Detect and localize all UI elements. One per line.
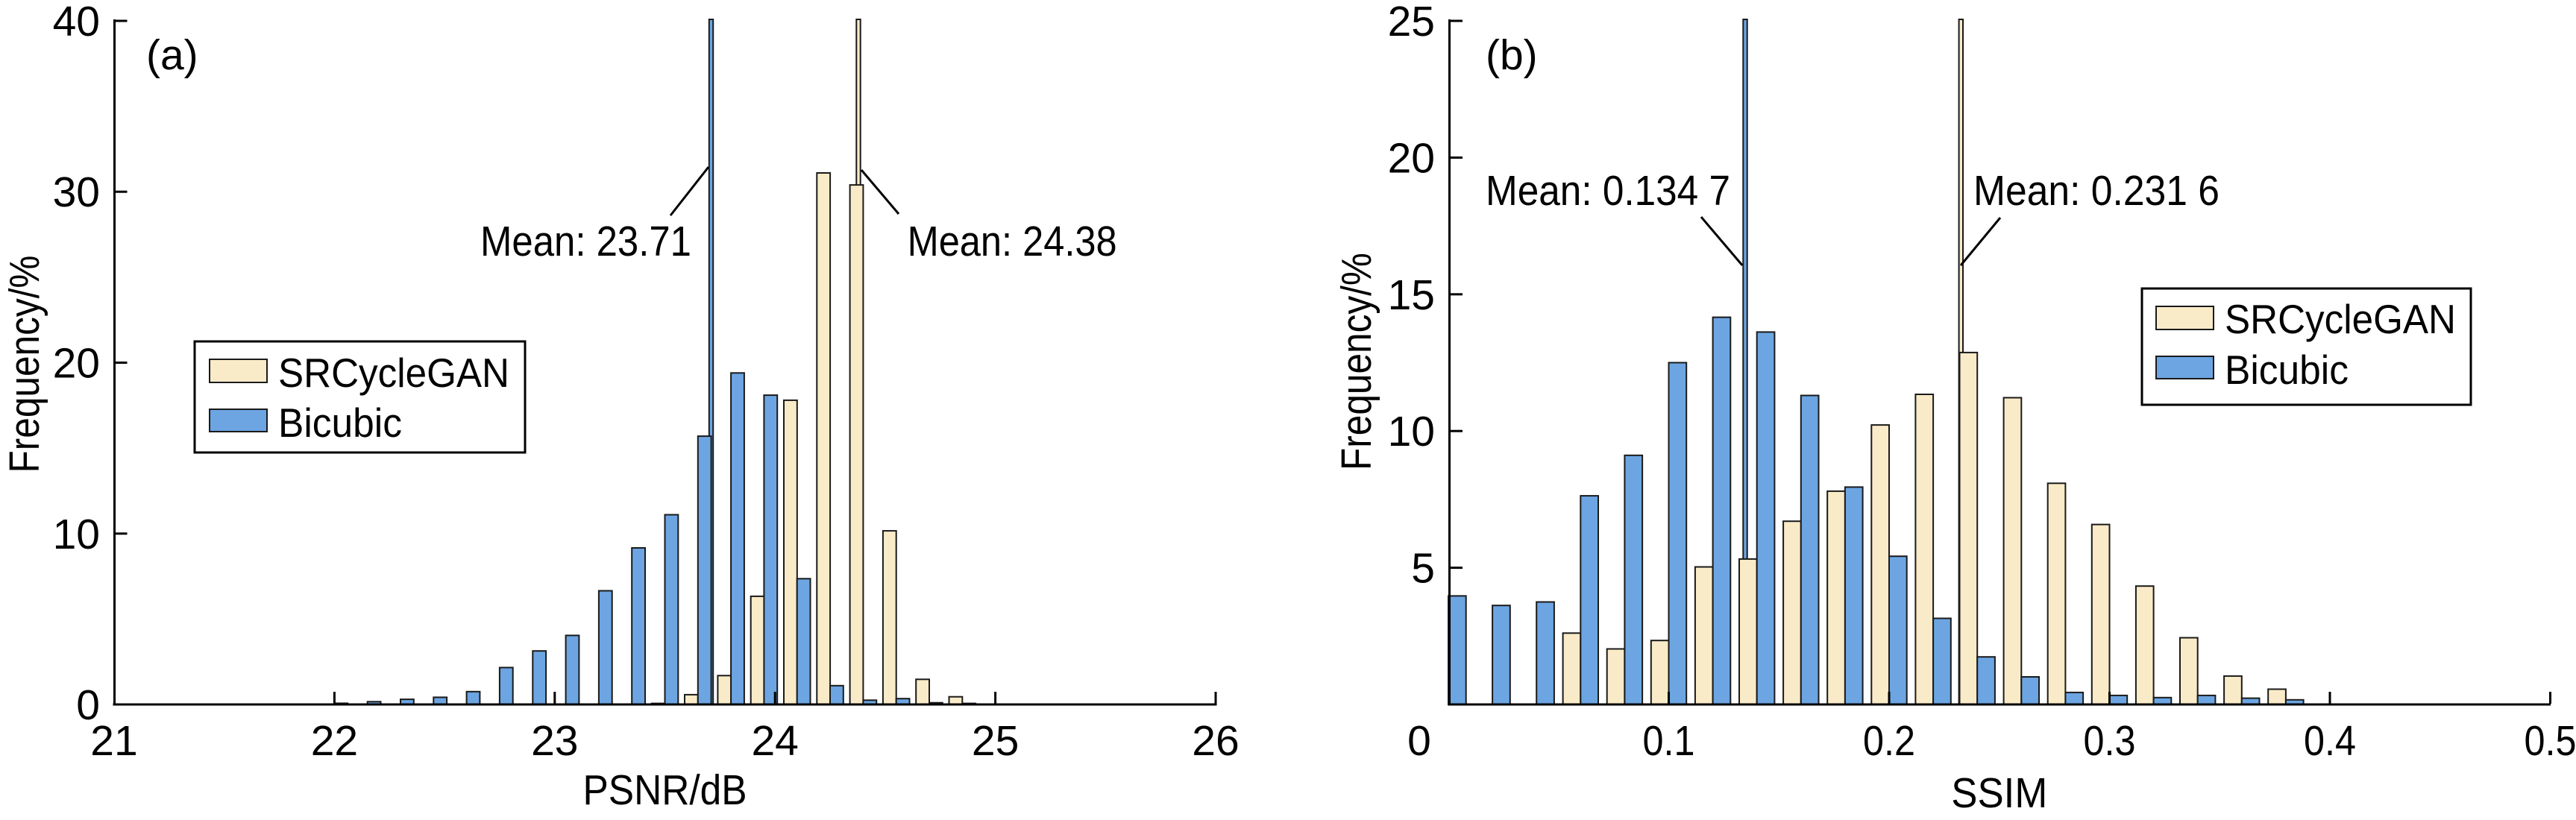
svg-text:SRCycleGAN: SRCycleGAN — [278, 350, 509, 396]
svg-text:Mean: 24.38: Mean: 24.38 — [908, 218, 1117, 265]
svg-text:24: 24 — [751, 717, 798, 765]
svg-text:30: 30 — [53, 168, 100, 216]
svg-text:20: 20 — [53, 340, 100, 388]
svg-text:0.2: 0.2 — [1863, 717, 1915, 765]
svg-text:Mean: 0.134 7: Mean: 0.134 7 — [1486, 167, 1730, 215]
svg-text:40: 40 — [53, 0, 100, 45]
svg-text:26: 26 — [1192, 717, 1239, 765]
svg-text:10: 10 — [53, 511, 100, 558]
svg-text:0.1: 0.1 — [1643, 717, 1695, 765]
svg-text:22: 22 — [311, 717, 358, 765]
svg-text:15: 15 — [1388, 271, 1435, 319]
svg-text:0.3: 0.3 — [2084, 717, 2136, 765]
svg-text:Frequency/%: Frequency/% — [1333, 253, 1380, 470]
svg-text:25: 25 — [972, 717, 1019, 765]
svg-text:0: 0 — [76, 681, 100, 729]
svg-text:Mean: 23.71: Mean: 23.71 — [480, 218, 691, 265]
svg-text:10: 10 — [1388, 408, 1435, 455]
svg-text:SRCycleGAN: SRCycleGAN — [2225, 296, 2456, 342]
svg-text:PSNR/dB: PSNR/dB — [583, 766, 747, 814]
svg-text:(b): (b) — [1486, 31, 1538, 79]
svg-text:20: 20 — [1388, 134, 1435, 182]
svg-text:Bicubic: Bicubic — [2225, 347, 2349, 393]
svg-text:23: 23 — [531, 717, 578, 765]
svg-text:25: 25 — [1388, 0, 1435, 45]
svg-text:SSIM: SSIM — [1951, 769, 2047, 816]
svg-text:0.5: 0.5 — [2525, 717, 2576, 765]
svg-text:0.4: 0.4 — [2304, 717, 2356, 765]
svg-text:5: 5 — [1411, 545, 1435, 593]
svg-text:Mean: 0.231 6: Mean: 0.231 6 — [1973, 167, 2220, 215]
svg-text:0: 0 — [1407, 717, 1431, 765]
svg-text:(a): (a) — [146, 31, 198, 79]
svg-text:Frequency/%: Frequency/% — [1, 256, 48, 473]
svg-text:Bicubic: Bicubic — [278, 400, 402, 446]
